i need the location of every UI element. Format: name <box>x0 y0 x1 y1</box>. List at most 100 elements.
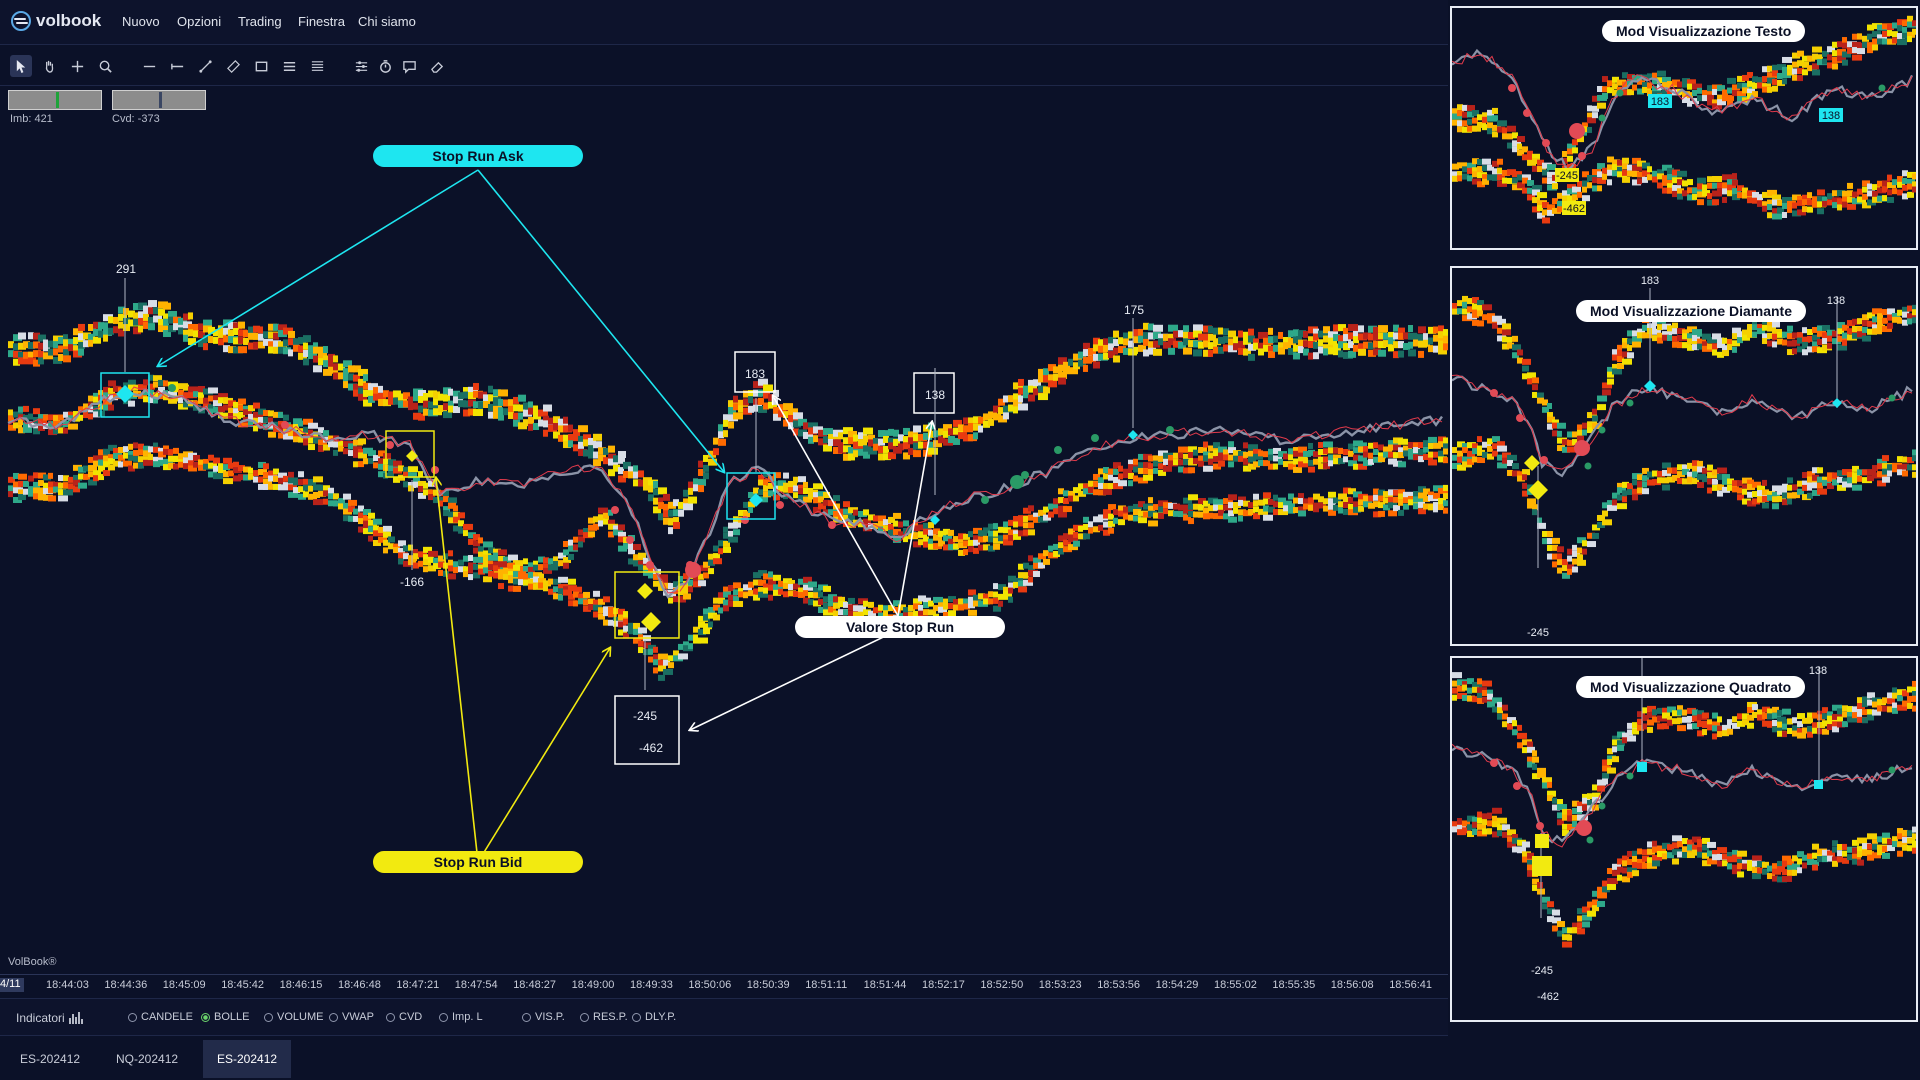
heatmap-cell <box>1797 851 1804 858</box>
heatmap-cell <box>1428 459 1437 466</box>
indicator-option-cvd[interactable]: CVD <box>386 1011 422 1023</box>
indicator-option-impl[interactable]: Imp. L <box>439 1011 483 1023</box>
heatmap-cell <box>1537 767 1546 774</box>
menu-opzioni[interactable]: Opzioni <box>177 14 222 29</box>
crosshair-icon[interactable] <box>66 55 88 77</box>
heatmap-cell <box>1398 332 1404 340</box>
indicator-option-dlyp[interactable]: DLY.P. <box>632 1011 676 1023</box>
heatmap-cell <box>58 489 66 496</box>
indicator-option-candele[interactable]: CANDELE <box>128 1011 193 1023</box>
heatmap-cell <box>1058 548 1064 555</box>
eraser-icon[interactable] <box>426 55 448 77</box>
indicator-option-visp[interactable]: VIS.P. <box>522 1011 565 1023</box>
heatmap-cell <box>583 528 589 535</box>
heatmap-cell <box>103 461 110 468</box>
heatmap-cell <box>1737 863 1742 870</box>
heatmap-cell <box>833 602 840 609</box>
stop-run-bid-diamond <box>1524 455 1540 471</box>
heatmap-cell <box>1178 504 1188 511</box>
heatmap-cell <box>1907 313 1916 320</box>
heatmap-cell <box>1722 474 1730 481</box>
heatmap-cell <box>823 602 831 609</box>
menu-trading[interactable]: Trading <box>238 14 282 29</box>
heatmap-cell <box>1652 470 1658 477</box>
heatmap-cell <box>1747 479 1754 486</box>
heatmap-cell <box>418 551 427 558</box>
heatmap-cell <box>1902 470 1908 477</box>
rectangle-icon[interactable] <box>250 55 272 77</box>
horizontal-line-icon[interactable] <box>138 55 160 77</box>
heatmap-cell <box>793 492 798 499</box>
heatmap-cell <box>1368 452 1373 459</box>
menu-nuovo[interactable]: Nuovo <box>122 14 160 29</box>
heatmap-cell <box>993 583 998 590</box>
heatmap-cell <box>138 325 143 333</box>
drawing-toolbar <box>0 47 1448 86</box>
ray-icon[interactable] <box>166 55 188 77</box>
tab-es-202412[interactable]: ES-202412 <box>20 1052 81 1066</box>
heatmap-cell <box>1467 118 1472 125</box>
heatmap-cell <box>623 625 630 632</box>
heatmap-cell <box>148 389 154 396</box>
indicator-option-vwap[interactable]: VWAP <box>329 1011 374 1023</box>
heatmap-cell <box>23 488 28 495</box>
heatmap-cell <box>1048 511 1054 518</box>
heatmap-cell <box>748 590 755 597</box>
heatmap-cell <box>1717 484 1724 491</box>
zoom-icon[interactable] <box>94 55 116 77</box>
heatmap-cell <box>1313 493 1320 500</box>
heatmap-cell <box>1452 447 1457 454</box>
heatmap-cell <box>68 338 77 346</box>
app-logo[interactable]: volbook <box>10 10 101 32</box>
heatmap-cell <box>158 325 168 333</box>
heatmap-cell <box>1622 867 1631 874</box>
heatmap-cell <box>1133 458 1138 465</box>
heatmap-cell <box>158 386 165 393</box>
heatmap-cell <box>1507 169 1516 176</box>
heatmap-cell <box>1467 442 1476 449</box>
heatmap-cell <box>378 536 387 543</box>
stop-run-value-tag: 138 <box>1822 110 1840 122</box>
fib-icon[interactable] <box>306 55 328 77</box>
cursor-arrow-icon[interactable] <box>10 55 32 77</box>
heatmap-cell <box>973 423 981 431</box>
heatmap-cell <box>1303 348 1309 356</box>
heatmap-cell <box>1852 853 1861 860</box>
tab-es-202412[interactable]: ES-202412 <box>203 1040 292 1078</box>
heatmap-cell <box>163 394 168 401</box>
menu-finestra[interactable]: Finestra <box>298 14 345 29</box>
heatmap-cell <box>1378 452 1386 459</box>
heatmap-cell <box>913 598 922 605</box>
heatmap-cell <box>1907 183 1915 190</box>
timer-icon[interactable] <box>374 55 396 77</box>
indicator-option-bolle[interactable]: BOLLE <box>201 1011 249 1023</box>
heatmap-cell <box>793 412 803 420</box>
heatmap-cell <box>903 436 912 444</box>
heatmap-cell <box>1228 441 1234 448</box>
heatmap-cell <box>1802 727 1810 734</box>
heatmap-cell <box>633 465 638 473</box>
heatmap-cell <box>563 425 572 433</box>
heatmap-cell <box>1532 504 1538 511</box>
indicator-option-volume[interactable]: VOLUME <box>264 1011 323 1023</box>
stop-run-value: 183 <box>1639 658 1657 661</box>
trend-line-icon[interactable] <box>194 55 216 77</box>
hand-pan-icon[interactable] <box>38 55 60 77</box>
heatmap-cell <box>1617 494 1624 501</box>
settings-sliders-icon[interactable] <box>350 55 372 77</box>
heatmap-cell <box>1148 469 1153 476</box>
lines-icon[interactable] <box>278 55 300 77</box>
indicators-button[interactable]: Indicatori <box>16 1011 83 1025</box>
comment-icon[interactable] <box>398 55 420 77</box>
indicator-option-resp[interactable]: RES.P. <box>580 1011 628 1023</box>
heatmap-cell <box>1687 100 1692 107</box>
tab-nq-202412[interactable]: NQ-202412 <box>116 1052 179 1066</box>
heatmap-cell <box>1358 325 1364 333</box>
ruler-icon[interactable] <box>222 55 244 77</box>
menu-chi-siamo[interactable]: Chi siamo <box>358 14 416 29</box>
heatmap-cell <box>63 482 68 489</box>
heatmap-cell <box>178 453 184 460</box>
time-axis[interactable]: 4/11 18:44:03 18:44:36 18:45:09 18:45:42 18:… <box>0 974 1448 995</box>
heatmap-cell <box>838 446 846 454</box>
